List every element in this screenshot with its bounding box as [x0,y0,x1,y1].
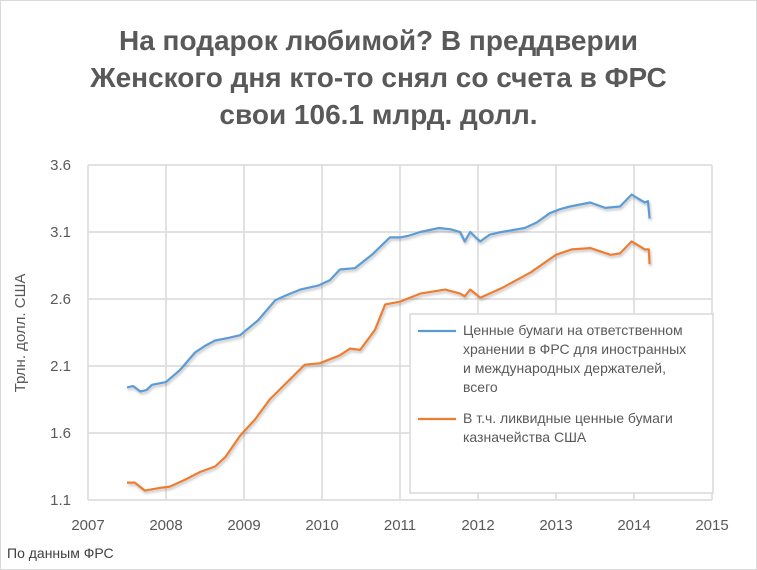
x-tick-label: 2011 [384,517,416,534]
legend: Ценные бумаги на ответственном хранении в… [409,313,714,494]
title-line: На подарок любимой? В преддверии [118,25,639,56]
chart-title: На подарок любимой? В преддверии Женског… [0,22,757,133]
y-tick-label: 1.1 [50,492,71,509]
x-axis-ticks: 2007 2008 2009 2010 2011 2012 2013 2014 2015 [71,517,728,534]
legend-label-1: всего [463,379,498,395]
y-axis-label: Трлн. долл. США [12,274,29,393]
x-tick-label: 2015 [695,517,728,534]
footnote: По данным ФРС [7,545,114,561]
legend-label-1: хранении в ФРС для иностранных [463,341,686,357]
y-tick-label: 3.6 [50,157,71,174]
x-tick-label: 2009 [227,517,260,534]
y-tick-label: 3.1 [50,224,71,241]
title-line: свои 106.1 млрд. долл. [219,99,538,130]
series-lines [126,193,651,492]
legend-label-2: казначейства США [463,429,587,445]
x-tick-label: 2013 [539,517,572,534]
gridlines [87,164,713,501]
x-tick-label: 2007 [71,517,104,534]
y-tick-label: 1.6 [50,425,71,442]
x-tick-label: 2008 [149,517,182,534]
legend-label-1: и международных держателей, [463,360,666,376]
legend-label-2: В т.ч. ликвидные ценные бумаги [463,410,673,426]
series-line-2 [127,240,651,492]
series-line-1 [126,193,651,393]
y-axis-ticks: 1.1 1.6 2.1 2.6 3.1 3.6 [50,157,71,509]
x-tick-label: 2010 [305,517,338,534]
title-line: Женского дня кто-то снял со счета в ФРС [90,62,667,93]
x-tick-label: 2014 [617,517,650,534]
y-tick-label: 2.6 [50,291,71,308]
legend-label-1: Ценные бумаги на ответственном [463,322,683,338]
y-tick-label: 2.1 [50,358,71,375]
x-tick-label: 2012 [461,517,494,534]
